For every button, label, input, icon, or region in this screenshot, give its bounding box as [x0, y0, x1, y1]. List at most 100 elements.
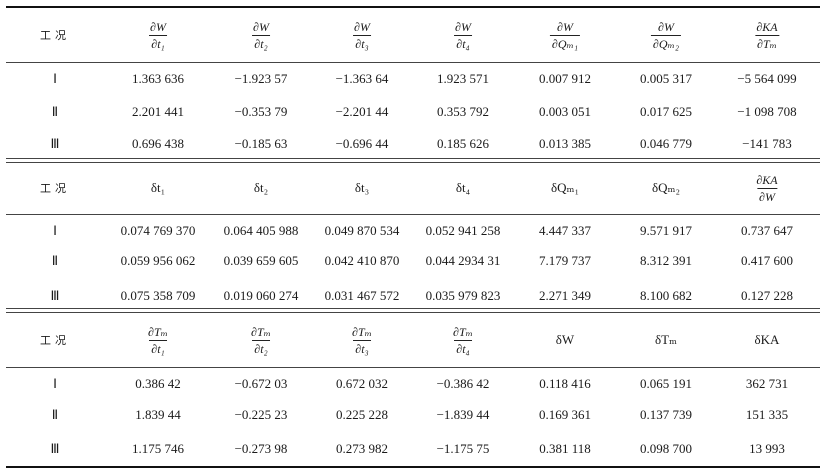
cell-value: 1.175 746 [132, 441, 184, 456]
header-cell: 工况 [40, 163, 70, 213]
table-cell: 0.003 051 [539, 98, 591, 126]
cell-value: 362 731 [745, 376, 789, 391]
cell-value: −1.839 44 [436, 407, 490, 422]
table-cell: −0.273 98 [235, 435, 288, 463]
cell-value: 0.064 405 988 [223, 223, 299, 238]
fraction-numerator: ∂Tₘ [251, 324, 271, 339]
table-cell: −1.839 44 [437, 401, 490, 429]
table-cell: −1.175 75 [437, 435, 490, 463]
table-cell: 4.447 337 [539, 216, 591, 246]
table-row: Ⅲ 0.075 358 709 0.019 060 274 0.031 467 572… [0, 281, 826, 311]
header-cell: δQₘ₁ [551, 163, 579, 213]
fraction-header: ∂W ∂Qₘ₁ [549, 19, 581, 51]
case-label: Ⅱ [51, 407, 59, 422]
table-cell: 0.013 385 [539, 130, 591, 158]
header-cell: ∂Tₘ ∂t₄ [451, 313, 475, 367]
cell-value: −0.672 03 [234, 376, 288, 391]
table-cell: 1.175 746 [132, 435, 184, 463]
fraction-numerator: ∂W [150, 19, 166, 34]
table-cell: 0.696 438 [132, 130, 184, 158]
table-cell: Ⅲ [51, 130, 60, 158]
table-row: Ⅰ 0.386 42 −0.672 03 0.672 032 −0.386 42 0.11… [0, 370, 826, 398]
cell-value: 0.386 42 [135, 376, 181, 391]
fraction-denominator: ∂t₃ [353, 34, 371, 51]
table-cell: 0.042 410 870 [325, 246, 400, 276]
cell-value: −1 098 708 [737, 104, 797, 119]
table-cell: −1 098 708 [737, 98, 796, 126]
header-cell: 工况 [40, 8, 70, 62]
table-cell: 362 731 [746, 370, 788, 398]
table-rule [6, 162, 820, 163]
cell-value: 0.046 779 [640, 136, 692, 151]
cell-value: −0.225 23 [234, 407, 288, 422]
fraction-numerator: ∂W [557, 19, 573, 34]
cell-value: −1.363 64 [335, 71, 389, 86]
fraction-denominator: ∂t₂ [252, 339, 270, 356]
fraction-denominator: ∂t₁ [149, 339, 167, 356]
cell-value: 7.179 737 [539, 253, 591, 268]
condition-label: 工况 [40, 334, 70, 347]
table-cell: 0.672 032 [336, 370, 388, 398]
header-cell: δt₂ [254, 163, 268, 213]
case-label: Ⅰ [53, 223, 57, 238]
header-cell: δW [556, 313, 574, 367]
header-cell: 工况 [40, 313, 70, 367]
case-label: Ⅰ [53, 376, 57, 391]
fraction-denominator: ∂W [757, 187, 777, 204]
header-cell: δKA [755, 313, 780, 367]
header-cell: ∂Tₘ ∂t₃ [350, 313, 374, 367]
table-rule [6, 6, 820, 8]
table-cell: 0.737 647 [741, 216, 793, 246]
table-rule [6, 62, 820, 63]
cell-value: 2.201 441 [132, 104, 184, 119]
cell-value: 0.225 228 [336, 407, 388, 422]
fraction-numerator: ∂W [354, 19, 370, 34]
fraction-header: ∂KA ∂W [754, 173, 779, 204]
table-cell: 0.052 941 258 [426, 216, 501, 246]
table-cell: 0.273 982 [336, 435, 388, 463]
table-cell: −0.225 23 [235, 401, 288, 429]
case-label: Ⅲ [50, 441, 60, 456]
cell-value: 13 993 [749, 441, 785, 456]
cell-value: 0.417 600 [741, 253, 793, 268]
cell-value: 0.003 051 [539, 104, 591, 119]
cell-value: 9.571 917 [640, 223, 692, 238]
fraction-denominator: ∂t₃ [353, 339, 371, 356]
table-rule [6, 308, 820, 309]
table-row: Ⅱ 0.059 956 062 0.039 659 605 0.042 410 870… [0, 246, 826, 276]
cell-value: −1.923 57 [234, 71, 288, 86]
table-cell: Ⅰ [53, 370, 57, 398]
table-cell: 151 335 [746, 401, 788, 429]
table-cell: 0.417 600 [741, 246, 793, 276]
fraction-denominator: ∂t₄ [454, 339, 472, 356]
table-cell: Ⅲ [51, 281, 60, 311]
cell-value: 0.672 032 [336, 376, 388, 391]
table-row: Ⅱ 1.839 44 −0.225 23 0.225 228 −1.839 44 0.16… [0, 401, 826, 429]
table-row: Ⅰ 1.363 636 −1.923 57 −1.363 64 1.923 571 0.0… [0, 65, 826, 93]
table-cell: 0.044 2934 31 [426, 246, 501, 276]
table-cell: 0.381 118 [539, 435, 591, 463]
table-cell: 0.039 659 605 [224, 246, 299, 276]
header-text: δQₘ₂ [651, 180, 681, 195]
fraction-header: ∂Tₘ ∂t₄ [451, 325, 475, 356]
table-cell: −1.923 57 [235, 65, 288, 93]
cell-value: 0.049 870 534 [324, 223, 400, 238]
case-label: Ⅰ [53, 71, 57, 86]
cell-value: 0.273 982 [336, 441, 388, 456]
table-cell: 8.100 682 [640, 281, 692, 311]
table-cell: Ⅱ [52, 98, 58, 126]
table-rule [6, 158, 820, 159]
table-cell: 0.046 779 [640, 130, 692, 158]
header-cell: δt₁ [151, 163, 165, 213]
cell-value: 0.098 700 [640, 441, 692, 456]
table-cell: −141 783 [742, 130, 792, 158]
table-cell: 0.185 626 [437, 130, 489, 158]
cell-value: 0.074 769 370 [120, 223, 196, 238]
header-cell: ∂Tₘ ∂t₁ [146, 313, 170, 367]
table-cell: Ⅰ [53, 216, 57, 246]
header-cell: ∂W ∂t₂ [251, 8, 271, 62]
header-cell: ∂W ∂Qₘ₂ [650, 8, 682, 62]
cell-value: −0.185 63 [234, 136, 288, 151]
header-cell: ∂W ∂t₄ [453, 8, 473, 62]
